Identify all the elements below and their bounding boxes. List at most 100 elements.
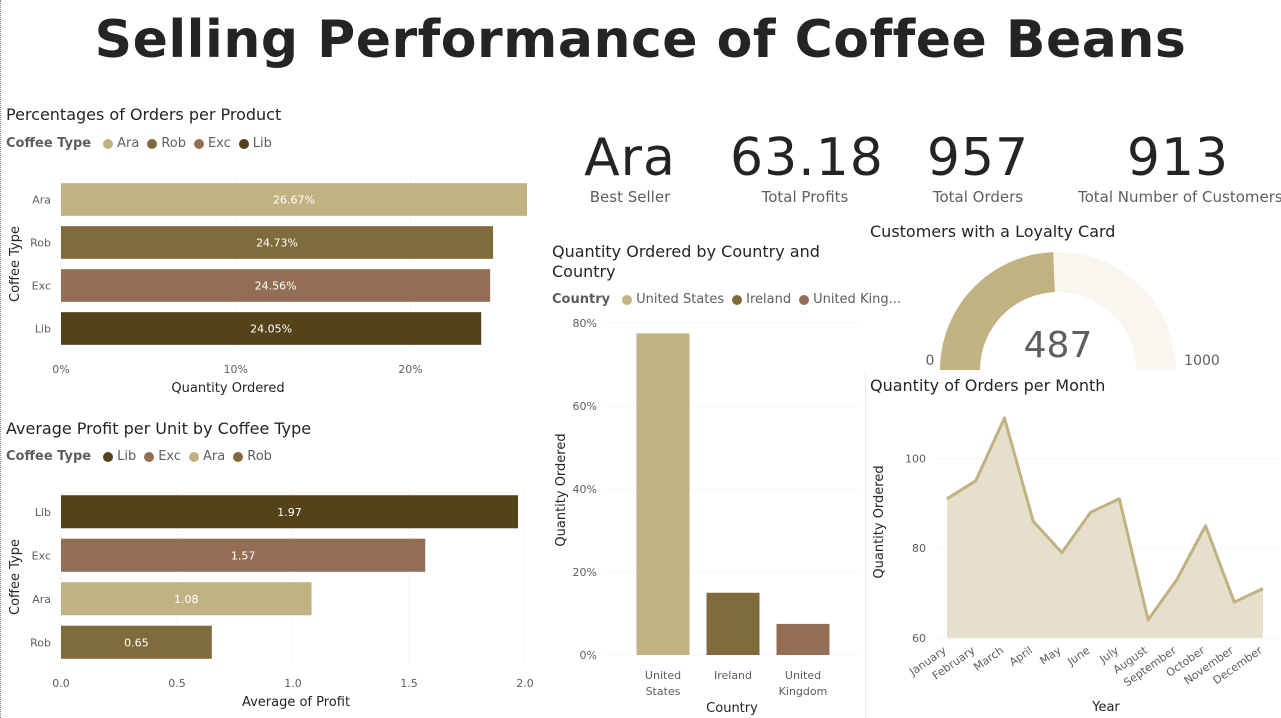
data-label: 1.57 [231,549,256,562]
x-category-label: Kingdom [779,685,828,698]
legend-item: Ara [117,136,140,151]
chart5-panel [865,374,1281,718]
kpi-value: 957 [926,128,1030,188]
y-axis-title: Coffee Type [8,539,23,615]
chart2-title: Average Profit per Unit by Coffee Type [6,419,312,438]
bar-ara [61,183,527,216]
legend-swatch [238,138,249,149]
bar-lib [61,312,482,345]
y-tick-label: 40% [573,483,597,496]
chart3-title: Quantity Ordered by Country and Country [552,242,820,281]
data-label: 1.08 [174,593,199,606]
gauge-fill [940,252,1055,370]
x-tick-label: 0.0 [52,677,70,690]
legend-item: Exc [207,136,231,151]
x-tick-label: 20% [398,363,422,376]
avg-profit-bar-chart[interactable]: 0.0 0.5 1.0 1.5 2.0 1.97 Lib 1.57 Exc 1.08 Ara 0.65… [0,480,550,718]
x-category-label: Ireland [714,669,752,682]
chart1-title: Percentages of Orders per Product [6,105,282,124]
legend-swatch [189,451,200,462]
y-category-label: Lib [35,506,51,519]
bar-rob [61,226,494,259]
y-tick-label: 0% [580,649,597,662]
gauge-min-label: 0 [926,353,935,369]
gauge-value: 487 [1024,325,1093,366]
chart3-legend[interactable]: Country United States Ireland United Kin… [552,292,901,307]
x-category-label: States [646,685,681,698]
y-category-label: Exc [32,549,51,562]
legend-item: Lib [117,449,137,464]
bar-exc [61,538,426,572]
bar-ara [61,582,312,616]
legend-swatch [147,138,158,149]
legend-swatch [233,451,244,462]
y-tick-label: 80 [912,542,926,555]
kpi-total-profits: 63.18 Total Profits [730,128,884,206]
y-tick-label: 60% [573,400,597,413]
kpi-value: Ara [584,128,676,188]
kpi-best-seller: Ara Best Seller [560,128,700,206]
x-axis-title: Quantity Ordered [171,381,284,396]
kpi-total-customers: 913 Total Number of Customers [1078,128,1281,206]
area-line [946,416,1264,622]
x-axis-title: Country [706,701,758,716]
data-label: 24.73% [256,237,298,250]
orders-percentage-bar-chart[interactable]: 0% 10% 20% 26.67% Ara 24.73% Rob 24.56% Exc 24.05… [0,160,545,405]
chart1-legend[interactable]: Coffee Type Ara Rob Exc Lib [6,136,272,151]
data-label: 1.97 [277,506,302,519]
legend-item: Ireland [746,292,792,307]
chart2-legend[interactable]: Coffee Type Lib Exc Ara Rob [6,449,272,464]
legend-swatch [103,451,114,462]
x-tick-label: 1.0 [284,677,302,690]
x-category-label: United [785,669,821,682]
y-category-label: Ara [32,593,51,606]
legend-swatch [732,294,743,305]
y-axis-title: Quantity Ordered [872,465,887,578]
y-tick-label: 100 [905,452,926,465]
legend-swatch [799,294,810,305]
column-bar [776,623,830,655]
x-tick-label: 0.5 [168,677,186,690]
gauge-max-label: 1000 [1184,353,1220,369]
x-axis-title: Average of Profit [242,695,350,710]
column-bar [636,333,690,655]
left-frame-border [0,0,2,718]
bar-rob [61,625,212,659]
legend-title: Coffee Type [6,136,92,151]
legend-item: Ara [203,449,226,464]
legend-swatch [103,138,114,149]
y-axis-title: Coffee Type [8,226,23,302]
legend-item: United States [636,292,725,307]
kpi-label: Total Number of Customers [1078,188,1281,206]
y-axis-title: Quantity Ordered [554,433,569,546]
area-fill [947,417,1263,638]
kpi-value: 63.18 [730,128,884,188]
legend-swatch [144,451,155,462]
y-tick-label: 60 [912,632,926,645]
loyalty-card-gauge[interactable]: 487 0 1000 [900,240,1230,370]
legend-swatch [193,138,204,149]
country-column-chart[interactable]: 0% 20% 40% 60% 80% United States Ireland United K… [545,310,865,718]
legend-item: Exc [158,449,182,464]
x-month-label: June [1064,644,1092,669]
data-label: 0.65 [124,636,149,649]
kpi-label: Best Seller [589,188,671,206]
y-category-label: Rob [30,636,51,649]
legend-title: Country [552,292,611,307]
y-category-label: Lib [35,323,51,336]
x-axis-title: Year [1091,700,1120,715]
legend-swatch [622,294,633,305]
kpi-value: 913 [1126,128,1230,188]
legend-item: United King... [813,292,901,307]
data-label: 24.56% [255,280,297,293]
y-tick-label: 20% [573,566,597,579]
x-tick-label: 2.0 [516,677,534,690]
legend-item: Rob [161,136,186,151]
kpi-total-orders: 957 Total Orders [908,128,1048,206]
chart5-title: Quantity of Orders per Month [870,376,1106,395]
legend-item: Rob [247,449,272,464]
data-label: 26.67% [273,194,315,207]
data-label: 24.05% [250,323,292,336]
chart4-title: Customers with a Loyalty Card [870,222,1116,241]
